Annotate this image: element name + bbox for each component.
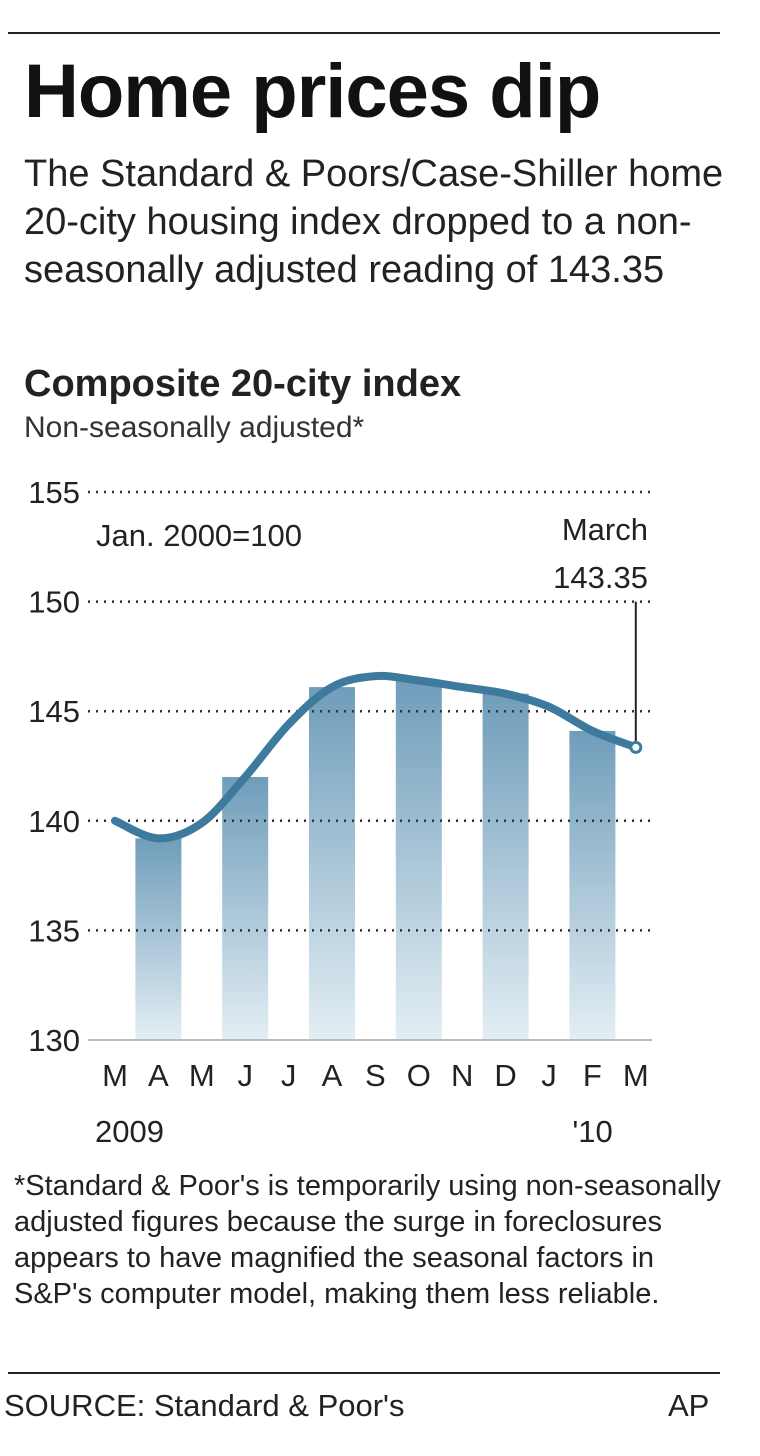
y-tick-label: 135 [28, 913, 80, 948]
end-point-marker [629, 740, 643, 754]
shaded-bar [569, 730, 616, 1040]
annotation-value: 143.35 [553, 560, 648, 595]
y-tick-label: 140 [28, 804, 80, 839]
y-axis-ticks: 155 150 145 140 135 130 [28, 475, 80, 1058]
year-label: '10 [572, 1114, 612, 1149]
annotation-label: March [562, 512, 648, 547]
y-tick-label: 150 [28, 585, 80, 620]
intro-text: The Standard & Poors/Case-Shiller home 2… [24, 153, 724, 291]
y-tick-label: 145 [28, 694, 80, 729]
shaded-bar [309, 687, 355, 1040]
chart-title: Composite 20-city index [24, 363, 462, 405]
source-credit: SOURCE: Standard & Poor's [4, 1388, 405, 1423]
x-tick-label: D [494, 1058, 516, 1093]
x-tick-label: M [189, 1058, 215, 1093]
chart-subtitle: Non-seasonally adjusted* [24, 411, 365, 444]
x-tick-label: S [365, 1058, 386, 1093]
shaded-bar [135, 838, 182, 1040]
x-tick-label: J [237, 1058, 253, 1093]
year-labels: 2009 '10 [95, 1114, 613, 1149]
x-tick-label: M [102, 1058, 128, 1093]
footnote: *Standard & Poor's is temporarily using … [14, 1170, 721, 1310]
agency-credit: AP [668, 1388, 710, 1423]
shaded-bar [482, 693, 529, 1040]
base-note: Jan. 2000=100 [96, 518, 302, 553]
x-tick-label: J [541, 1058, 557, 1093]
shaded-bar [222, 776, 269, 1040]
y-tick-label: 130 [28, 1023, 80, 1058]
line-chart: 155 150 145 140 135 130 Jan. 2000=100 March 1… [28, 475, 652, 1149]
bottom-rule [8, 1372, 720, 1374]
x-tick-label: O [407, 1058, 431, 1093]
x-tick-label: A [148, 1058, 169, 1093]
x-tick-label: F [583, 1058, 602, 1093]
series-line [111, 671, 640, 843]
x-tick-label: N [451, 1058, 473, 1093]
shaded-bar [395, 680, 442, 1040]
top-rule [8, 32, 720, 34]
gridlines [88, 490, 652, 1041]
shaded-bars [135, 680, 616, 1040]
x-tick-label: J [281, 1058, 297, 1093]
headline: Home prices dip [24, 49, 601, 134]
x-tick-label: A [322, 1058, 343, 1093]
x-tick-label: M [623, 1058, 649, 1093]
year-label: 2009 [95, 1114, 164, 1149]
march-annotation: March 143.35 [553, 512, 648, 754]
y-tick-label: 155 [28, 475, 80, 510]
